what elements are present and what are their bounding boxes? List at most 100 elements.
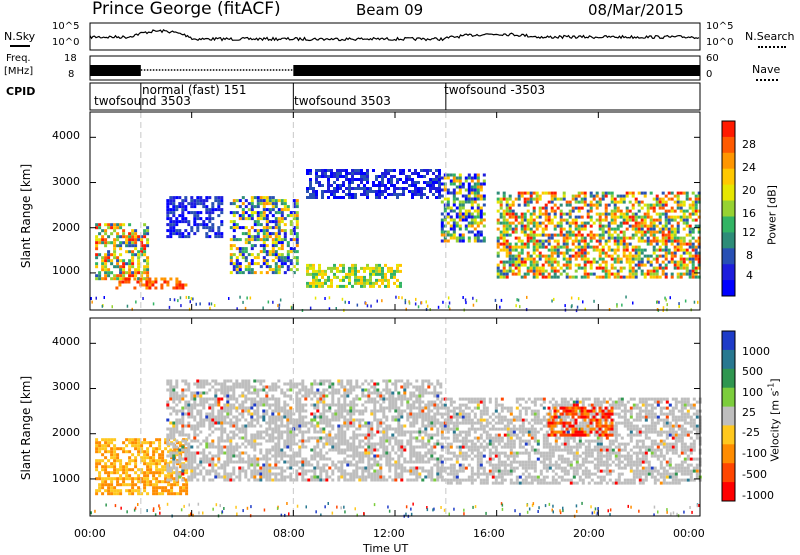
scatter-cell <box>161 486 164 489</box>
scatter-cell <box>169 298 171 301</box>
scatter-cell <box>459 234 462 237</box>
scatter-cell <box>247 461 250 464</box>
scatter-cell <box>295 473 298 476</box>
scatter-cell <box>397 425 400 428</box>
scatter-cell <box>635 228 638 231</box>
scatter-cell <box>340 476 343 479</box>
scatter-cell <box>364 449 367 452</box>
scatter-cell <box>387 267 390 270</box>
scatter-cell <box>662 255 665 258</box>
scatter-cell <box>402 181 405 184</box>
scatter-cell <box>278 211 281 214</box>
scatter-cell <box>384 187 387 190</box>
scatter-cell <box>128 438 131 441</box>
scatter-cell <box>238 386 241 389</box>
scatter-cell <box>232 455 235 458</box>
scatter-cell <box>166 205 169 208</box>
scatter-cell <box>229 437 232 440</box>
scatter-cell <box>220 440 223 443</box>
scatter-cell <box>373 476 376 479</box>
scatter-cell <box>95 238 98 241</box>
scatter-cell <box>575 195 578 198</box>
scatter-cell <box>316 425 319 428</box>
scatter-cell <box>605 261 608 264</box>
scatter-cell <box>530 270 533 273</box>
scatter-cell <box>506 201 509 204</box>
scatter-cell <box>515 246 518 249</box>
scatter-cell <box>599 264 602 267</box>
scatter-cell <box>355 470 358 473</box>
scatter-cell <box>337 452 340 455</box>
scatter-cell <box>530 198 533 201</box>
scatter-cell <box>101 238 104 241</box>
scatter-cell <box>122 483 125 486</box>
scatter-cell <box>677 243 680 246</box>
scatter-cell <box>361 410 364 413</box>
scatter-cell <box>142 284 145 287</box>
scatter-cell <box>122 271 125 274</box>
scatter-cell <box>343 443 346 446</box>
scatter-cell <box>375 267 378 270</box>
scatter-cell <box>166 214 169 217</box>
scatter-cell <box>169 392 172 395</box>
scatter-cell <box>616 305 618 308</box>
scatter-cell <box>503 240 506 243</box>
scatter-cell <box>668 210 671 213</box>
scatter-cell <box>306 267 309 270</box>
scatter-cell <box>447 231 450 234</box>
scatter-cell <box>134 238 137 241</box>
scatter-cell <box>250 425 253 428</box>
scatter-cell <box>260 199 263 202</box>
scatter-cell <box>315 276 318 279</box>
scatter-cell <box>172 196 175 199</box>
scatter-cell <box>644 219 647 222</box>
scatter-cell <box>378 196 381 199</box>
scatter-cell <box>420 190 423 193</box>
scatter-cell <box>393 193 396 196</box>
scatter-cell <box>689 228 692 231</box>
scatter-cell <box>233 268 236 271</box>
scatter-cell <box>232 407 235 410</box>
scatter-cell <box>239 199 242 202</box>
scatter-cell <box>266 202 269 205</box>
scatter-cell <box>142 297 144 300</box>
scatter-cell <box>629 267 632 270</box>
scatter-cell <box>143 486 146 489</box>
scatter-cell <box>361 383 364 386</box>
scatter-cell <box>554 198 557 201</box>
scatter-cell <box>251 268 254 271</box>
scatter-cell <box>128 462 131 465</box>
scatter-cell <box>116 256 119 259</box>
scatter-cell <box>238 470 241 473</box>
scatter-cell <box>286 476 289 479</box>
scatter-cell <box>301 458 304 461</box>
scatter-cell <box>274 455 277 458</box>
scatter-cell <box>614 231 617 234</box>
scatter-cell <box>465 189 468 192</box>
scatter-cell <box>360 267 363 270</box>
scatter-cell <box>629 276 632 279</box>
scatter-cell <box>149 465 152 468</box>
scatter-cell <box>683 267 686 270</box>
scatter-cell <box>301 443 304 446</box>
scatter-cell <box>472 297 474 300</box>
scatter-cell <box>614 222 617 225</box>
scatter-cell <box>429 181 432 184</box>
scatter-cell <box>318 267 321 270</box>
scatter-cell <box>674 195 677 198</box>
scatter-cell <box>263 238 266 241</box>
scatter-cell <box>396 187 399 190</box>
scatter-cell <box>560 216 563 219</box>
scatter-cell <box>641 231 644 234</box>
scatter-cell <box>190 392 193 395</box>
scatter-cell <box>462 183 465 186</box>
scatter-cell <box>116 492 119 495</box>
scatter-cell <box>116 480 119 483</box>
scatter-cell <box>164 459 167 462</box>
scatter-cell <box>128 274 131 277</box>
scatter-cell <box>370 449 373 452</box>
scatter-cell <box>524 231 527 234</box>
scatter-cell <box>566 258 569 261</box>
scatter-cell <box>376 455 379 458</box>
scatter-cell <box>283 431 286 434</box>
